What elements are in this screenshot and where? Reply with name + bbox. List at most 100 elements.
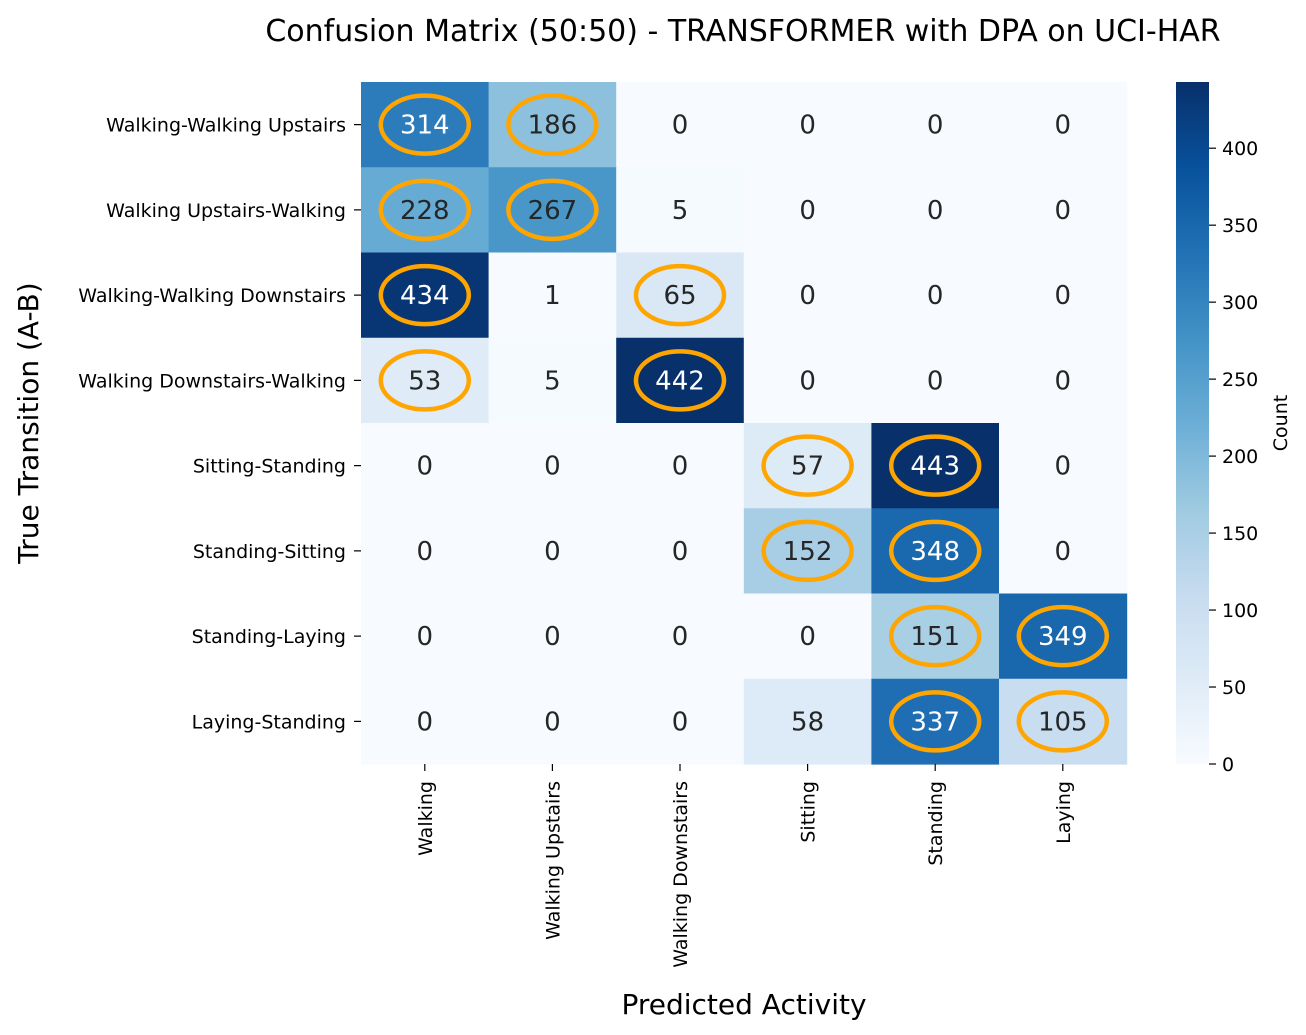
cell-value-r0-c3: 0	[799, 111, 816, 141]
cell-value-r7-c0: 0	[417, 707, 434, 737]
highlight-ellipse-r5-c3	[761, 519, 854, 583]
cell-value-r4-c1: 0	[544, 452, 561, 482]
cell-value-r6-c3: 0	[799, 622, 816, 652]
x-tick-label-4: Standing	[925, 781, 947, 866]
highlight-ellipses	[378, 93, 1110, 753]
heatmap-cell-r1-c5	[999, 167, 1128, 254]
y-tick-label-2: Walking-Walking Downstairs	[78, 285, 346, 307]
x-tick-label-0: Walking	[415, 781, 437, 856]
highlight-ellipse-r7-c4	[888, 690, 982, 753]
highlight-ellipse-r3-c0	[378, 349, 472, 412]
heatmap-cell-r4-c0	[361, 423, 490, 509]
cell-value-r0-c4: 0	[927, 111, 944, 141]
cell-value-r2-c3: 0	[799, 281, 816, 311]
cell-value-r2-c2: 65	[663, 281, 696, 311]
heatmap-cells	[361, 82, 1128, 765]
y-tick-label-4: Sitting-Standing	[193, 456, 346, 478]
highlight-ellipse-r4-c3	[761, 434, 854, 497]
colorbar-tick-label-3: 150	[1222, 523, 1258, 545]
cell-value-r5-c4: 348	[910, 537, 960, 567]
heatmap-cell-r1-c2	[616, 167, 745, 254]
cell-value-r1-c3: 0	[799, 196, 816, 226]
cell-value-r4-c0: 0	[417, 452, 434, 482]
cell-value-r6-c5: 349	[1038, 622, 1088, 652]
cell-value-r3-c3: 0	[799, 366, 816, 396]
heatmap-cell-r0-c5	[999, 82, 1128, 168]
colorbar-tick-label-8: 400	[1222, 138, 1258, 160]
cell-value-r7-c3: 58	[791, 707, 824, 737]
heatmap-cell-r6-c0	[361, 593, 490, 680]
heatmap-cell-r2-c4	[871, 252, 1000, 339]
cell-value-r6-c2: 0	[672, 622, 689, 652]
cell-value-r1-c2: 5	[672, 196, 689, 226]
colorbar-tick-label-1: 50	[1222, 677, 1246, 699]
x-tick-label-3: Sitting	[798, 781, 820, 843]
highlight-ellipse-r2-c2	[633, 263, 727, 327]
cell-value-r7-c2: 0	[672, 707, 689, 737]
highlight-ellipse-r1-c1	[506, 178, 599, 242]
heatmap-cell-r6-c3	[743, 593, 872, 680]
heatmap-cell-r7-c3	[743, 678, 872, 765]
y-tick-label-3: Walking Downstairs-Walking	[78, 370, 346, 392]
cell-value-r0-c5: 0	[1055, 111, 1072, 141]
cell-value-r0-c2: 0	[672, 111, 689, 141]
highlight-ellipse-r0-c0	[378, 93, 472, 156]
colorbar-label: Count	[1270, 395, 1292, 451]
cell-value-r4-c2: 0	[672, 452, 689, 482]
heatmap-cell-r5-c5	[999, 508, 1128, 595]
x-axis: Walking Walking Upstairs Walking Downstair…	[415, 764, 1075, 968]
cell-value-r5-c2: 0	[672, 537, 689, 567]
cell-value-labels: 314 186 0 0 0 0 228 267 5 0 0 0 434 1 65 0 0 0 53 5 442 0 0 0 0 0…	[400, 111, 1088, 738]
cell-value-r0-c1: 186	[528, 111, 578, 141]
heatmap-cell-r7-c0	[361, 678, 490, 765]
cell-value-r2-c1: 1	[544, 281, 561, 311]
heatmap-cell-r1-c4	[871, 167, 1000, 254]
cell-value-r3-c0: 53	[408, 366, 441, 396]
highlight-ellipse-r2-c0	[378, 263, 472, 327]
heatmap-cell-r3-c5	[999, 337, 1128, 424]
colorbar-tick-label-7: 350	[1222, 215, 1258, 237]
cell-value-r2-c4: 0	[927, 281, 944, 311]
colorbar-gradient	[1176, 82, 1209, 764]
heatmap-cell-r6-c2	[616, 593, 745, 680]
cell-value-r3-c1: 5	[544, 366, 561, 396]
cell-value-r5-c0: 0	[417, 537, 434, 567]
cell-value-r3-c2: 442	[655, 366, 705, 396]
cell-value-r2-c0: 434	[400, 281, 450, 311]
y-axis: Walking-Walking Upstairs Walking Upstairs…	[78, 115, 361, 733]
cell-value-r6-c0: 0	[417, 622, 434, 652]
y-tick-label-5: Standing-Sitting	[193, 541, 346, 563]
heatmap-cell-r4-c2	[616, 423, 745, 509]
colorbar-tick-label-6: 300	[1222, 292, 1258, 314]
cell-value-r6-c4: 151	[910, 622, 960, 652]
y-tick-label-1: Walking Upstairs-Walking	[106, 200, 346, 222]
heatmap-cell-r5-c0	[361, 508, 490, 595]
heatmap-cell-r7-c2	[616, 678, 745, 765]
cell-value-r7-c5: 105	[1038, 707, 1088, 737]
heatmap-cell-r0-c4	[871, 82, 1000, 168]
highlight-ellipse-r0-c1	[506, 93, 599, 156]
heatmap-cell-r0-c3	[743, 82, 872, 168]
colorbar-tick-label-4: 200	[1222, 446, 1258, 468]
cell-value-r1-c5: 0	[1055, 196, 1072, 226]
heatmap-cell-r4-c1	[488, 423, 617, 509]
cell-value-r3-c5: 0	[1055, 366, 1072, 396]
highlight-ellipse-r5-c4	[888, 519, 982, 583]
cell-value-r7-c1: 0	[544, 707, 561, 737]
y-tick-label-6: Standing-Laying	[192, 626, 346, 648]
heatmap-cell-r3-c1	[488, 337, 617, 424]
cell-value-r7-c4: 337	[910, 707, 960, 737]
highlight-ellipse-r6-c4	[888, 604, 982, 668]
cell-value-r5-c1: 0	[544, 537, 561, 567]
colorbar-tick-label-2: 100	[1222, 600, 1258, 622]
highlight-ellipse-r3-c2	[633, 349, 727, 412]
cell-value-r0-c0: 314	[400, 111, 450, 141]
x-tick-label-5: Laying	[1053, 781, 1075, 844]
cell-value-r4-c4: 443	[910, 452, 960, 482]
heatmap-cell-r5-c2	[616, 508, 745, 595]
heatmap-cell-r1-c3	[743, 167, 872, 254]
colorbar-ticks: 0 50 100 150 200 250 300 350 400	[1209, 138, 1258, 776]
heatmap-cell-r7-c1	[488, 678, 617, 765]
